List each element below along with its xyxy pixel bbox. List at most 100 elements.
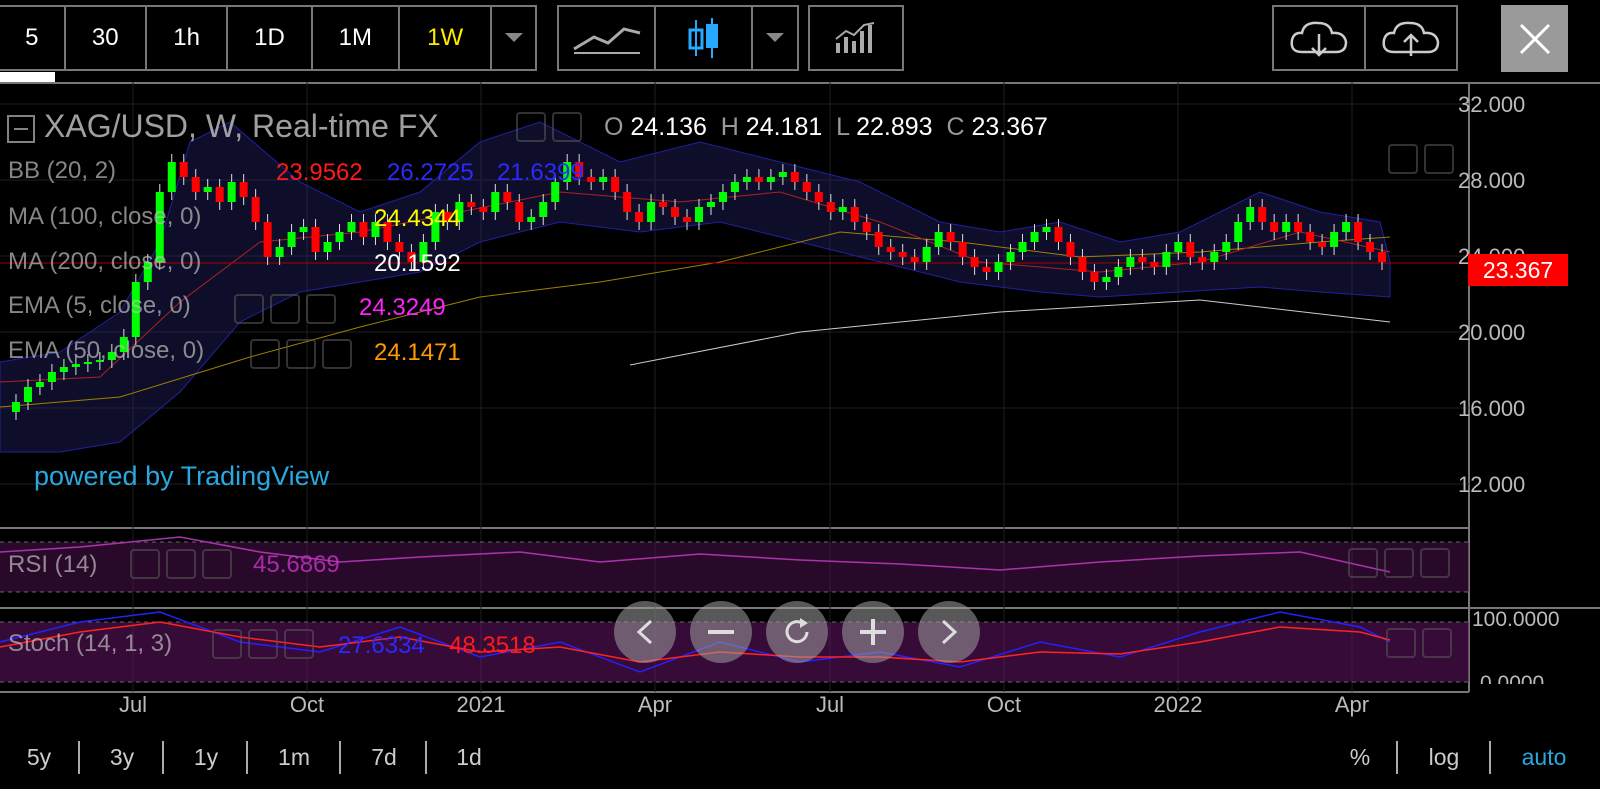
- candle-body: [323, 242, 332, 252]
- candle-body: [383, 222, 392, 242]
- low-label: L: [836, 113, 850, 141]
- candle-body: [11, 402, 20, 412]
- candle-body: [683, 217, 692, 222]
- range-1d-button[interactable]: 1d: [456, 744, 482, 770]
- reset-chart-button[interactable]: [766, 601, 828, 663]
- ema5-value: 24.3249: [359, 294, 446, 321]
- indicator-bb-label[interactable]: BB (20, 2): [8, 157, 117, 184]
- range-7d-button[interactable]: 7d: [371, 744, 397, 770]
- scroll-right-button[interactable]: [918, 601, 980, 663]
- candle-body: [623, 192, 632, 212]
- range-divider: [339, 741, 341, 774]
- cloud-download-button[interactable]: [1274, 7, 1366, 69]
- zoom-in-button[interactable]: [842, 601, 904, 663]
- ema50-controls: [250, 339, 358, 369]
- indicators-icon: [835, 22, 875, 53]
- indicator-ma100-label[interactable]: MA (100, close, 0): [8, 203, 202, 230]
- tradingview-watermark[interactable]: powered by TradingView: [34, 461, 330, 491]
- candle-body: [503, 192, 512, 202]
- candle-body: [802, 182, 811, 192]
- visibility-icon[interactable]: [250, 339, 280, 369]
- log-scale-button[interactable]: log: [1428, 744, 1460, 770]
- scroll-left-button[interactable]: [614, 601, 676, 663]
- candle-body: [227, 182, 236, 202]
- close-button[interactable]: [1501, 5, 1568, 72]
- settings-icon[interactable]: [552, 112, 582, 142]
- maximize-icon[interactable]: [1424, 144, 1454, 174]
- range-1m-button[interactable]: 1m: [278, 744, 310, 770]
- settings-icon[interactable]: [248, 629, 278, 659]
- interval-1w-button[interactable]: 1W: [400, 7, 493, 69]
- maximize-icon[interactable]: [1420, 548, 1450, 578]
- candle-body: [754, 177, 763, 182]
- candle-body: [659, 202, 668, 207]
- zoom-out-button[interactable]: [690, 601, 752, 663]
- time-axis-label: Apr: [637, 692, 673, 717]
- rsi-pane-controls: [1348, 548, 1456, 578]
- visibility-icon[interactable]: [212, 629, 242, 659]
- settings-icon[interactable]: [270, 294, 300, 324]
- ma100-value: 24.4344: [374, 205, 461, 232]
- interval-1d-button[interactable]: 1D: [228, 7, 313, 69]
- rsi-label[interactable]: RSI (14): [8, 551, 98, 578]
- remove-icon[interactable]: [306, 294, 336, 324]
- candle-body: [239, 182, 248, 197]
- range-3y-button[interactable]: 3y: [109, 744, 135, 770]
- candle-body: [982, 267, 991, 272]
- settings-icon[interactable]: [166, 549, 196, 579]
- candle-body: [407, 252, 416, 262]
- candle-body: [371, 222, 380, 237]
- candles: [11, 154, 1387, 420]
- remove-icon[interactable]: [284, 629, 314, 659]
- chart-canvas[interactable]: [0, 82, 1600, 722]
- cloud-upload-button[interactable]: [1366, 7, 1456, 69]
- line-chart-button[interactable]: [559, 7, 656, 69]
- collapse-legend-icon[interactable]: [6, 114, 36, 144]
- candle-body: [191, 177, 200, 192]
- candle-body: [131, 282, 140, 337]
- move-up-icon[interactable]: [1348, 548, 1378, 578]
- remove-icon[interactable]: [322, 339, 352, 369]
- indicator-ema50-label[interactable]: EMA (50, close, 0): [8, 337, 205, 364]
- interval-5-button[interactable]: 5: [0, 7, 66, 69]
- interval-1h-button[interactable]: 1h: [147, 7, 229, 69]
- auto-scale-button[interactable]: auto: [1521, 744, 1567, 770]
- candle-body: [1294, 222, 1303, 232]
- chevron-left-icon: [636, 619, 653, 645]
- rsi-controls: [130, 549, 238, 579]
- candle-body: [1150, 262, 1159, 267]
- candle-body: [179, 162, 188, 177]
- indicator-ema5-label[interactable]: EMA (5, close, 0): [8, 292, 191, 319]
- move-up-icon[interactable]: [1386, 628, 1416, 658]
- settings-icon[interactable]: [286, 339, 316, 369]
- cloud-download-icon: [1290, 21, 1348, 57]
- range-5y-button[interactable]: 5y: [26, 744, 52, 770]
- visibility-icon[interactable]: [234, 294, 264, 324]
- move-down-icon[interactable]: [1384, 548, 1414, 578]
- cloud-group: [1272, 5, 1458, 71]
- candle-body: [443, 212, 452, 222]
- visibility-icon[interactable]: [516, 112, 546, 142]
- title-controls: [516, 112, 588, 142]
- indicator-ma200-label[interactable]: MA (200, close, 0): [8, 248, 202, 275]
- interval-1m-button[interactable]: 1M: [313, 7, 401, 69]
- range-1y-button[interactable]: 1y: [193, 744, 219, 770]
- remove-icon[interactable]: [202, 549, 232, 579]
- chart-type-dropdown-button[interactable]: [753, 7, 797, 69]
- move-down-icon[interactable]: [1388, 144, 1418, 174]
- visibility-icon[interactable]: [130, 549, 160, 579]
- percent-scale-button[interactable]: %: [1349, 744, 1371, 770]
- candle-body: [946, 232, 955, 242]
- maximize-icon[interactable]: [1422, 628, 1452, 658]
- candle-body: [1162, 252, 1171, 267]
- stoch-axis-label: 100.0000: [1472, 608, 1560, 631]
- candlestick-chart-button[interactable]: [656, 7, 753, 69]
- stoch-label[interactable]: Stoch (14, 1, 3): [8, 630, 173, 657]
- candle-body: [263, 222, 272, 257]
- interval-30-button[interactable]: 30: [66, 7, 147, 69]
- candle-body: [347, 222, 356, 232]
- indicators-button[interactable]: [810, 7, 902, 69]
- interval-dropdown-button[interactable]: [492, 7, 535, 69]
- candle-body: [1234, 222, 1243, 242]
- chart-scroll-tab[interactable]: [0, 72, 55, 82]
